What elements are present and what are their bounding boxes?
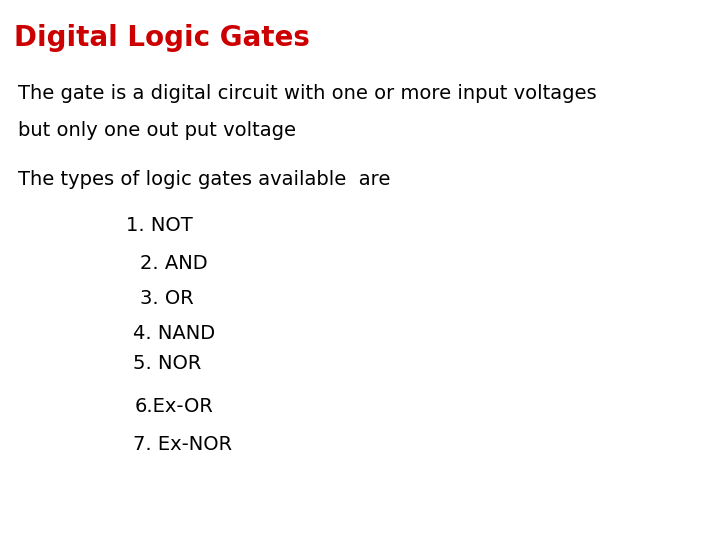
Text: but only one out put voltage: but only one out put voltage bbox=[18, 122, 296, 140]
Text: 1. NOT: 1. NOT bbox=[126, 216, 193, 235]
Text: Digital Logic Gates: Digital Logic Gates bbox=[14, 24, 310, 52]
Text: 6.Ex-OR: 6.Ex-OR bbox=[135, 397, 214, 416]
Text: 3. OR: 3. OR bbox=[140, 289, 194, 308]
Text: 5. NOR: 5. NOR bbox=[133, 354, 202, 373]
Text: 7. Ex-NOR: 7. Ex-NOR bbox=[133, 435, 233, 454]
Text: 4. NAND: 4. NAND bbox=[133, 324, 215, 343]
Text: The types of logic gates available  are: The types of logic gates available are bbox=[18, 170, 390, 189]
Text: The gate is a digital circuit with one or more input voltages: The gate is a digital circuit with one o… bbox=[18, 84, 597, 103]
Text: 2. AND: 2. AND bbox=[140, 254, 208, 273]
